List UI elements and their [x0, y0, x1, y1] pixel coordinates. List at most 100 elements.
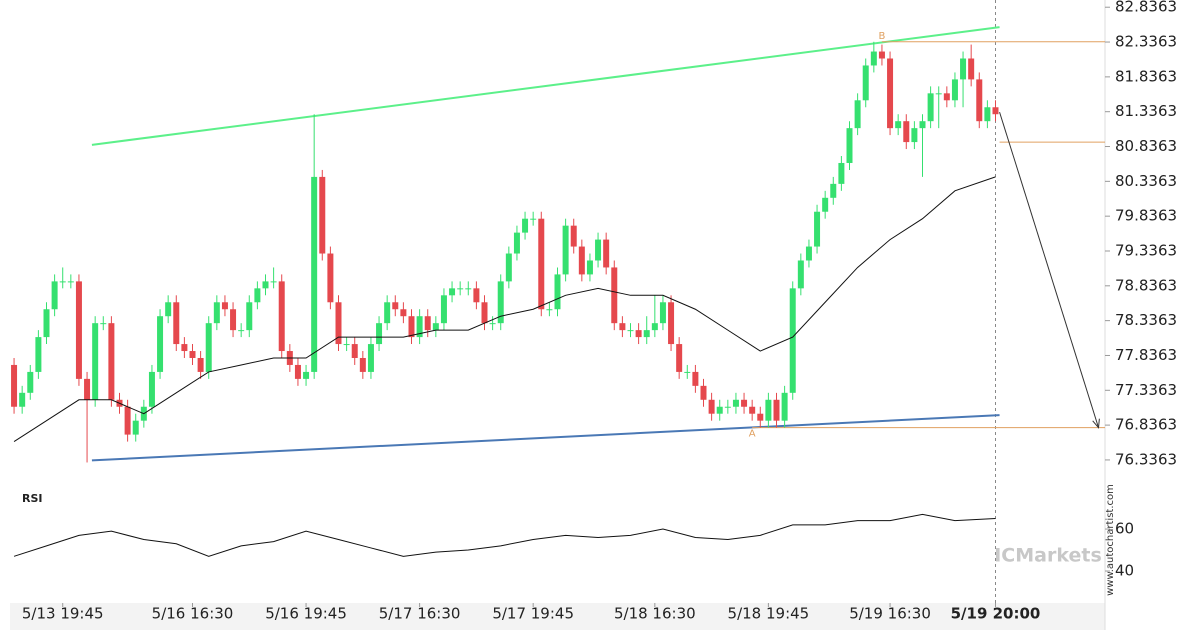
- candle-body: [335, 302, 342, 345]
- rsi-tick-label: 60: [1115, 520, 1134, 538]
- y-tick-label: 80.3363: [1115, 172, 1177, 190]
- candle-body: [984, 107, 991, 122]
- candle-body: [132, 420, 139, 435]
- x-tick-label: 5/17 16:30: [379, 605, 461, 623]
- candle-body: [11, 364, 18, 407]
- candle-body: [465, 288, 472, 290]
- candle-body: [749, 406, 756, 414]
- x-tick-label: 5/19 20:00: [951, 605, 1041, 623]
- candle-body: [700, 385, 707, 400]
- candle-body: [741, 399, 748, 407]
- candle-body: [692, 371, 699, 386]
- candle-body: [822, 197, 829, 212]
- candle-body: [943, 93, 950, 101]
- y-tick-label: 76.8363: [1115, 416, 1177, 434]
- candle-body: [586, 260, 593, 275]
- candle-body: [189, 351, 196, 358]
- y-tick-label: 79.8363: [1115, 207, 1177, 225]
- candle-body: [635, 330, 642, 338]
- candle-body: [19, 392, 26, 407]
- candle-body: [457, 288, 464, 290]
- candle-body: [651, 323, 658, 331]
- candle-body: [611, 267, 618, 324]
- candle-body: [173, 302, 180, 345]
- x-tick-label: 5/18 19:45: [728, 605, 810, 623]
- candle-body: [408, 316, 415, 338]
- candle-body: [473, 288, 480, 303]
- candle-body: [619, 323, 626, 331]
- candle-body: [724, 406, 731, 408]
- candle-body: [35, 337, 42, 372]
- lower-trendline: [91, 414, 1000, 462]
- candle-body: [595, 239, 602, 261]
- x-tick-label: 5/18 16:30: [614, 605, 696, 623]
- candle-body: [75, 281, 82, 379]
- moving-average: [13, 176, 996, 442]
- candle-body: [538, 218, 545, 310]
- candle-body: [789, 288, 796, 393]
- candle-body: [327, 253, 334, 303]
- candle-body: [870, 51, 877, 66]
- y-tick-label: 82.8363: [1115, 0, 1177, 16]
- candle-body: [51, 281, 58, 310]
- rsi-line: [13, 513, 996, 557]
- candle-body: [765, 399, 772, 421]
- candle-body: [814, 211, 821, 247]
- candle-body: [838, 162, 845, 184]
- candle-body: [278, 281, 285, 352]
- candle-body: [311, 176, 318, 372]
- projection-arrow: [999, 111, 1099, 428]
- candle-body: [927, 93, 934, 122]
- y-tick-label: 77.3363: [1115, 381, 1177, 399]
- candle-body: [643, 330, 650, 338]
- x-axis-band: [10, 603, 1105, 630]
- candle-body: [846, 128, 853, 163]
- y-tick-label: 76.3363: [1115, 450, 1177, 468]
- candle-body: [668, 302, 675, 345]
- candle-body: [124, 406, 131, 435]
- y-tick-label: 81.8363: [1115, 67, 1177, 85]
- candle-body: [935, 93, 942, 95]
- arrow-head: [1092, 418, 1100, 429]
- candle-body: [627, 330, 634, 332]
- candle-body: [157, 316, 164, 372]
- rsi-tick-label: 40: [1115, 562, 1134, 580]
- candle-body: [951, 79, 958, 101]
- candle-body: [960, 58, 967, 80]
- candle-body: [400, 309, 407, 317]
- candle-body: [303, 371, 310, 379]
- candle-body: [230, 309, 237, 331]
- candle-body: [43, 309, 50, 338]
- candle-body: [578, 246, 585, 275]
- candle-body: [181, 344, 188, 352]
- candle-body: [862, 65, 869, 101]
- candle-body: [992, 107, 999, 115]
- candle-body: [497, 281, 504, 324]
- candle-body: [416, 316, 423, 338]
- candle-body: [100, 323, 107, 325]
- candle-body: [148, 371, 155, 407]
- candle-body: [976, 79, 983, 122]
- candle-body: [351, 344, 358, 358]
- watermark: ICMarkets: [994, 545, 1102, 567]
- candle-body: [854, 100, 861, 129]
- candle-body: [205, 323, 212, 372]
- candle-body: [197, 357, 204, 372]
- candle-body: [270, 281, 277, 283]
- x-tick-label: 5/16 19:45: [265, 605, 347, 623]
- candle-body: [903, 121, 910, 143]
- candle-body: [67, 281, 74, 283]
- candle-body: [732, 399, 739, 407]
- candle-body: [254, 288, 261, 303]
- candle-body: [830, 183, 837, 198]
- candle-body: [221, 302, 228, 310]
- level-label: B: [879, 31, 886, 42]
- candle-body: [716, 406, 723, 414]
- candle-body: [92, 323, 99, 400]
- candle-body: [522, 218, 529, 233]
- candle-body: [376, 323, 383, 345]
- candle-body: [424, 316, 431, 331]
- candle-body: [562, 225, 569, 275]
